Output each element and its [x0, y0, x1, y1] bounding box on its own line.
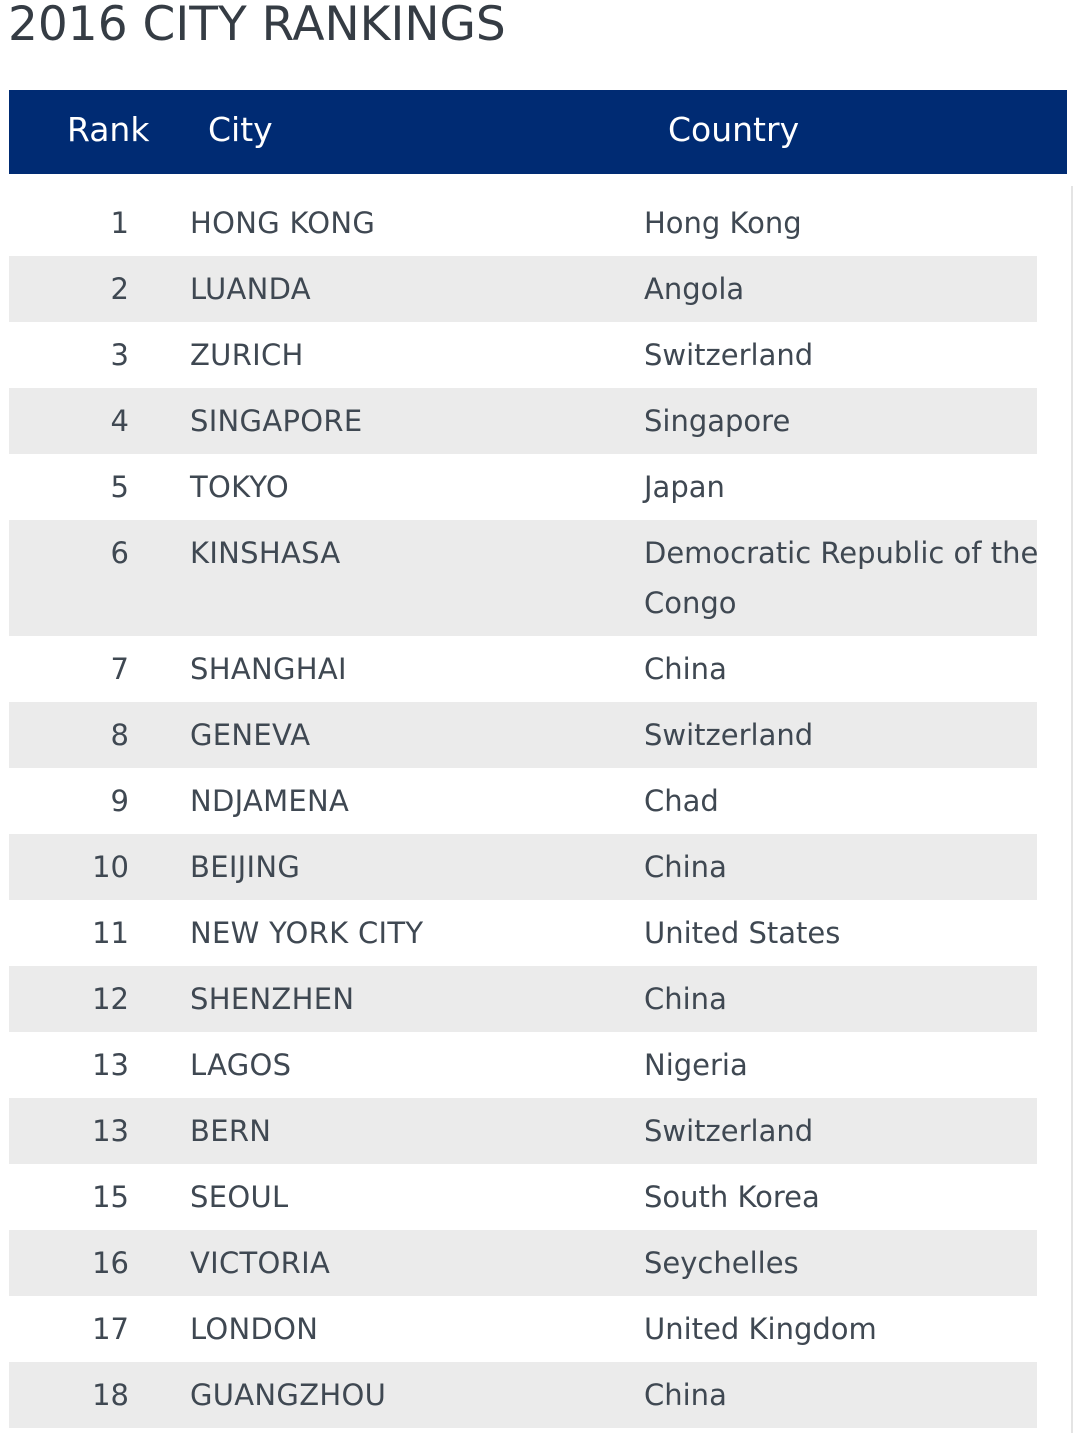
table-row: 10 BEIJING China	[9, 834, 1037, 900]
rank-cell: 7	[110, 652, 129, 686]
column-header-city[interactable]: City	[208, 110, 273, 149]
city-cell: ZURICH	[190, 338, 304, 372]
rank-cell: 12	[92, 982, 129, 1016]
country-cell: United States	[644, 916, 841, 950]
country-cell: South Korea	[644, 1180, 820, 1214]
table-row: 6 KINSHASA Democratic Republic of the Co…	[9, 520, 1039, 636]
column-header-rank[interactable]: Rank	[67, 110, 150, 149]
column-header-country[interactable]: Country	[668, 110, 800, 149]
country-cell: China	[644, 982, 727, 1016]
table-row: 1 HONG KONG Hong Kong	[9, 190, 1037, 256]
country-cell: United Kingdom	[644, 1312, 877, 1346]
city-cell: GENEVA	[190, 718, 311, 752]
table-row: 7 SHANGHAI China	[9, 636, 1037, 702]
table-row: 9 NDJAMENA Chad	[9, 768, 1037, 834]
country-cell: Democratic Republic of the Congo	[644, 536, 1039, 620]
rank-cell: 18	[92, 1378, 129, 1412]
rank-cell: 5	[110, 470, 129, 504]
table-row: 13 BERN Switzerland	[9, 1098, 1037, 1164]
table-row: 16 VICTORIA Seychelles	[9, 1230, 1037, 1296]
city-cell: TOKYO	[190, 470, 289, 504]
city-cell: LAGOS	[190, 1048, 292, 1082]
rank-cell: 9	[110, 784, 129, 818]
city-cell: NEW YORK CITY	[190, 916, 424, 950]
city-cell: SINGAPORE	[190, 404, 363, 438]
table-row: 17 LONDON United Kingdom	[9, 1296, 1037, 1362]
country-cell: Japan	[644, 470, 725, 504]
country-cell: Switzerland	[644, 1114, 814, 1148]
table-body: 1 HONG KONG Hong Kong 2 LUANDA Angola 3 …	[9, 190, 1039, 1428]
rank-cell: 11	[92, 916, 129, 950]
rank-cell: 3	[110, 338, 129, 372]
country-cell: Angola	[644, 272, 745, 306]
country-cell: Switzerland	[644, 338, 814, 372]
table-row: 18 GUANGZHOU China	[9, 1362, 1037, 1428]
rank-cell: 8	[110, 718, 129, 752]
city-cell: SEOUL	[190, 1180, 289, 1214]
country-cell: China	[644, 652, 727, 686]
country-cell: Hong Kong	[644, 206, 802, 240]
country-cell: Chad	[644, 784, 719, 818]
rank-cell: 1	[110, 206, 129, 240]
table-row: 12 SHENZHEN China	[9, 966, 1037, 1032]
rank-cell: 2	[110, 272, 129, 306]
city-cell: BEIJING	[190, 850, 301, 884]
city-cell: SHANGHAI	[190, 652, 347, 686]
country-cell: Singapore	[644, 404, 791, 438]
rank-cell: 13	[92, 1048, 129, 1082]
scrollbar-track[interactable]	[1071, 186, 1073, 1433]
table-row: 13 LAGOS Nigeria	[9, 1032, 1037, 1098]
table-row: 4 SINGAPORE Singapore	[9, 388, 1037, 454]
city-cell: SHENZHEN	[190, 982, 355, 1016]
city-cell: NDJAMENA	[190, 784, 350, 818]
rank-cell: 13	[92, 1114, 129, 1148]
rank-cell: 15	[92, 1180, 129, 1214]
table-row: 8 GENEVA Switzerland	[9, 702, 1037, 768]
table-header: Rank City Country	[9, 90, 1067, 174]
city-cell: VICTORIA	[190, 1246, 331, 1280]
table-row: 11 NEW YORK CITY United States	[9, 900, 1037, 966]
rank-cell: 17	[92, 1312, 129, 1346]
city-cell: LUANDA	[190, 272, 311, 306]
country-cell: Nigeria	[644, 1048, 748, 1082]
rank-cell: 4	[110, 404, 129, 438]
city-cell: HONG KONG	[190, 206, 376, 240]
table-row: 15 SEOUL South Korea	[9, 1164, 1037, 1230]
country-cell: Seychelles	[644, 1246, 799, 1280]
city-cell: LONDON	[190, 1312, 319, 1346]
rank-cell: 6	[110, 536, 129, 570]
page-title: 2016 CITY RANKINGS	[8, 0, 506, 52]
rank-cell: 10	[92, 850, 129, 884]
table-row: 3 ZURICH Switzerland	[9, 322, 1037, 388]
rank-cell: 16	[92, 1246, 129, 1280]
city-cell: BERN	[190, 1114, 272, 1148]
country-cell: China	[644, 850, 727, 884]
country-cell: China	[644, 1378, 727, 1412]
country-cell: Switzerland	[644, 718, 814, 752]
city-cell: GUANGZHOU	[190, 1378, 387, 1412]
table-row: 5 TOKYO Japan	[9, 454, 1037, 520]
table-row: 2 LUANDA Angola	[9, 256, 1037, 322]
city-cell: KINSHASA	[190, 536, 341, 570]
